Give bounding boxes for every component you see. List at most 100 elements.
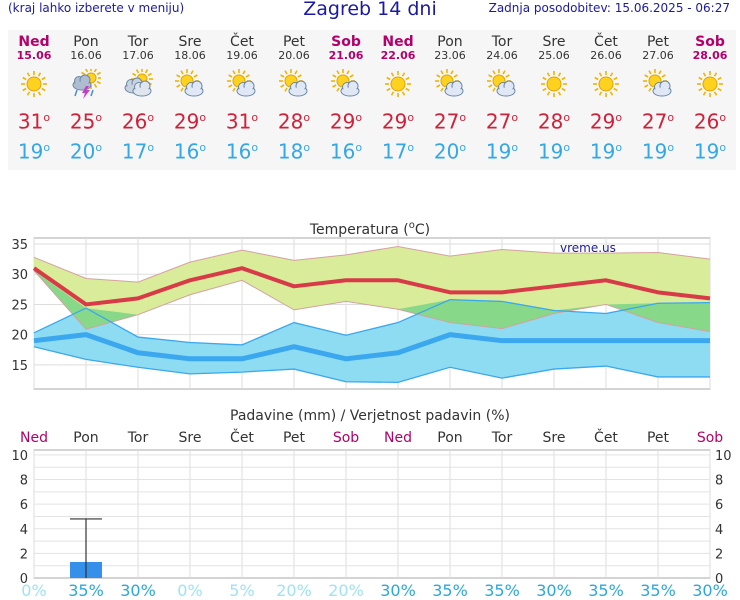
precipitation-y-tick-left: 10 bbox=[11, 449, 28, 464]
precipitation-day-label: Tor bbox=[127, 430, 149, 446]
min-temperature: 16o bbox=[225, 139, 259, 164]
max-temperature: 29o bbox=[329, 109, 363, 134]
precipitation-probability-label: 35% bbox=[588, 581, 624, 600]
max-temperature: 28o bbox=[537, 109, 571, 134]
day-column: Pet 20.06 28o 18o bbox=[268, 30, 320, 162]
day-date: 25.06 bbox=[538, 49, 570, 62]
temperature-y-tick-label: 25 bbox=[11, 298, 28, 313]
max-temperature: 29o bbox=[173, 109, 207, 134]
sun-icon bbox=[684, 69, 736, 99]
precipitation-y-tick-left: 8 bbox=[20, 474, 28, 489]
min-temperature: 18o bbox=[277, 139, 311, 164]
day-column: Čet 19.06 31o 16o bbox=[216, 30, 268, 162]
precipitation-day-label: Pon bbox=[437, 430, 462, 446]
min-temperature: 16o bbox=[329, 139, 363, 164]
day-name: Ned bbox=[18, 34, 50, 50]
partly-cloudy-icon bbox=[476, 69, 528, 99]
day-date: 23.06 bbox=[434, 49, 466, 62]
max-lower-line bbox=[33, 270, 711, 333]
precipitation-probability-label: 30% bbox=[692, 581, 728, 600]
precipitation-day-label: Sre bbox=[543, 430, 566, 446]
precipitation-y-tick-right: 4 bbox=[715, 523, 723, 538]
precipitation-y-tick-right: 2 bbox=[715, 547, 723, 562]
partly-cloudy-icon bbox=[424, 69, 476, 99]
max-temperature: 27o bbox=[641, 109, 675, 134]
precipitation-y-tick-right: 10 bbox=[715, 449, 732, 464]
max-temperature: 26o bbox=[121, 109, 155, 134]
min-temperature: 19o bbox=[641, 139, 675, 164]
temperature-y-tick-label: 15 bbox=[11, 359, 28, 374]
day-column: Pon 23.06 27o 20o bbox=[424, 30, 476, 162]
day-column: Ned 15.06 31o 19o bbox=[8, 30, 60, 162]
precipitation-chart-title: Padavine (mm) / Verjetnost padavin (%) bbox=[230, 408, 510, 424]
precipitation-day-label: Ned bbox=[384, 430, 412, 446]
precipitation-probability-label: 35% bbox=[432, 581, 468, 600]
day-date: 22.06 bbox=[380, 49, 416, 62]
day-date: 27.06 bbox=[642, 49, 674, 62]
min-temperature: 20o bbox=[433, 139, 467, 164]
day-column: Pet 27.06 27o 19o bbox=[632, 30, 684, 162]
day-date: 28.06 bbox=[692, 49, 728, 62]
max-temperature: 28o bbox=[277, 109, 311, 134]
min-lower-line bbox=[33, 346, 710, 384]
precipitation-y-tick-right: 6 bbox=[715, 498, 723, 513]
day-column: Sob 21.06 29o 16o bbox=[320, 30, 372, 162]
max-temperature: 29o bbox=[381, 109, 415, 134]
day-column: Tor 24.06 27o 19o bbox=[476, 30, 528, 162]
sun-icon bbox=[528, 69, 580, 99]
precipitation-probability-label: 0% bbox=[177, 581, 202, 600]
day-column: Tor 17.06 26o 17o bbox=[112, 30, 164, 162]
max-upper-line bbox=[33, 245, 711, 283]
day-column: Pon 16.06 25o 20o bbox=[60, 30, 112, 162]
min-temperature: 19o bbox=[537, 139, 571, 164]
partly-cloudy-icon bbox=[632, 69, 684, 99]
day-column: Sre 25.06 28o 19o bbox=[528, 30, 580, 162]
day-name: Tor bbox=[127, 34, 149, 50]
vreme-us-watermark: vreme.us bbox=[560, 241, 616, 255]
min-temperature: 19o bbox=[589, 139, 623, 164]
day-column: Sob 28.06 26o 19o bbox=[684, 30, 736, 162]
precipitation-day-label: Sob bbox=[697, 430, 723, 446]
precipitation-probability-label: 35% bbox=[484, 581, 520, 600]
precipitation-probability-label: 30% bbox=[120, 581, 156, 600]
precipitation-probability-label: 0% bbox=[21, 581, 46, 600]
day-name: Čet bbox=[230, 34, 254, 50]
max-temperature: 27o bbox=[433, 109, 467, 134]
last-updated: Zadnja posodobitev: 15.06.2025 - 06:27 bbox=[488, 1, 730, 15]
precipitation-day-label: Pet bbox=[647, 430, 670, 446]
thunderstorm-icon bbox=[60, 69, 112, 99]
max-temperature: 27o bbox=[485, 109, 519, 134]
max-temperature: 26o bbox=[693, 109, 727, 134]
day-date: 15.06 bbox=[16, 49, 52, 62]
day-name: Sre bbox=[542, 34, 566, 50]
partly-cloudy-icon bbox=[216, 69, 268, 99]
day-date: 24.06 bbox=[486, 49, 518, 62]
min-temperature: 19o bbox=[693, 139, 727, 164]
min-temperature-band bbox=[34, 299, 710, 383]
day-column: Ned 22.06 29o 17o bbox=[372, 30, 424, 162]
precipitation-y-tick-left: 2 bbox=[20, 547, 28, 562]
precipitation-y-tick-left: 6 bbox=[20, 498, 28, 513]
day-name: Ned bbox=[382, 34, 414, 50]
min-temperature: 16o bbox=[173, 139, 207, 164]
max-temperature: 25o bbox=[69, 109, 103, 134]
precipitation-probability-label: 30% bbox=[380, 581, 416, 600]
cloudy-icon bbox=[112, 69, 164, 99]
precipitation-day-label: Pet bbox=[283, 430, 306, 446]
precipitation-y-tick-left: 0 bbox=[20, 572, 28, 587]
precipitation-day-label: Čet bbox=[230, 428, 254, 446]
day-column: Sre 18.06 29o 16o bbox=[164, 30, 216, 162]
precipitation-probability-label: 20% bbox=[276, 581, 312, 600]
precipitation-probability-label: 20% bbox=[328, 581, 364, 600]
max-temperature: 31o bbox=[225, 109, 259, 134]
partly-cloudy-icon bbox=[320, 69, 372, 99]
page-title: Zagreb 14 dni bbox=[303, 0, 437, 20]
precipitation-plot-area bbox=[33, 449, 711, 579]
day-name: Sob bbox=[331, 34, 361, 50]
temperature-y-tick-label: 30 bbox=[11, 268, 28, 283]
precipitation-y-tick-right: 0 bbox=[715, 572, 723, 587]
temperature-y-tick-label: 20 bbox=[11, 329, 28, 344]
min-temperature: 17o bbox=[121, 139, 155, 164]
day-name: Čet bbox=[594, 34, 618, 50]
